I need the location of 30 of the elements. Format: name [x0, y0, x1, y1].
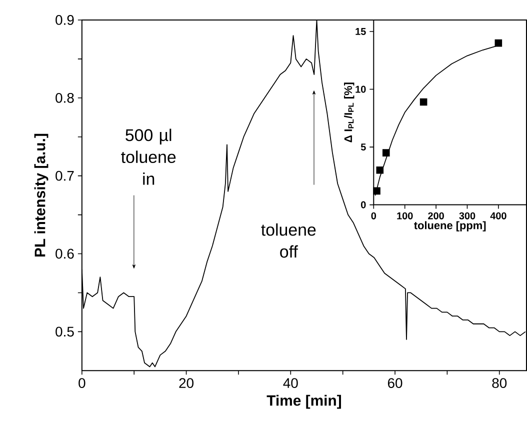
x-tick-label: 0: [78, 378, 86, 388]
x-tick-label: 400: [490, 212, 506, 220]
annotation: 500 µl toluene in: [121, 128, 176, 185]
x-tick-label: 300: [459, 212, 476, 220]
y-tick-label: 0.6: [56, 249, 74, 259]
y-tick-label: 0.7: [56, 171, 74, 181]
x-axis-title: toluene [ppm]: [414, 221, 486, 232]
y-tick-label: 5: [360, 144, 366, 151]
y-tick-label: 15: [356, 28, 366, 36]
x-tick-label: 20: [179, 378, 194, 388]
y-tick-label: 0.9: [56, 15, 74, 26]
y-tick-label: 10: [356, 86, 366, 94]
y-tick-label: 0.5: [56, 326, 74, 337]
annotation: toluene off: [261, 224, 316, 258]
point: [494, 40, 502, 47]
y-axis-title: PL intensity [a.u.]: [34, 134, 48, 257]
point: [382, 149, 390, 157]
point: [373, 187, 380, 195]
x-tick-label: 0: [371, 212, 376, 220]
x-tick-label: 100: [397, 212, 413, 220]
point: [420, 98, 428, 106]
x-axis-title: Time [min]: [266, 395, 341, 409]
x-tick-label: 200: [428, 212, 444, 220]
y-axis-title: Δ I$_{PL}$/I$_{PL}$ [%]: [344, 82, 354, 142]
x-tick-label: 80: [492, 378, 507, 388]
y-tick-label: 0.8: [56, 93, 74, 104]
x-tick-label: 60: [388, 378, 402, 388]
x-tick-label: 40: [283, 378, 298, 388]
point: [376, 166, 384, 174]
y-tick-label: 0: [360, 201, 366, 209]
